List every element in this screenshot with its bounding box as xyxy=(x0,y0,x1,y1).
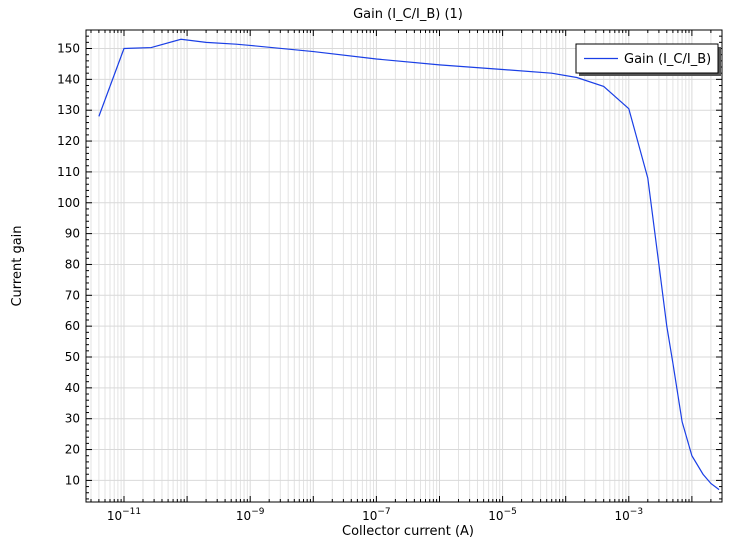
y-tick-label: 20 xyxy=(65,443,80,457)
y-tick-label: 70 xyxy=(65,288,80,302)
y-tick-label: 50 xyxy=(65,350,80,364)
legend-label: Gain (I_C/I_B) xyxy=(624,52,711,67)
y-tick-label: 80 xyxy=(65,257,80,271)
legend: Gain (I_C/I_B) xyxy=(575,43,721,76)
grid-layer xyxy=(86,30,723,502)
y-tick-label: 140 xyxy=(57,72,80,86)
x-tick-label: 10−7 xyxy=(362,507,391,523)
y-tick-label: 150 xyxy=(57,42,80,56)
x-axis-title: Collector current (A) xyxy=(342,524,474,539)
series-layer xyxy=(98,38,720,491)
y-tick-label: 60 xyxy=(65,319,80,333)
y-tick-label: 130 xyxy=(57,103,80,117)
chart-title: Gain (I_C/I_B) (1) xyxy=(353,7,463,22)
gain-series-line xyxy=(98,38,720,491)
x-tick-label: 10−11 xyxy=(107,507,141,523)
plot-frame xyxy=(85,29,723,503)
tick-labels: 10 20 30 40 50 60 70 80 90 100 110 120 130 140 150 10−1… xyxy=(57,42,643,523)
y-tick-label: 10 xyxy=(65,473,80,487)
y-axis-title: Current gain xyxy=(10,225,25,306)
y-tick-label: 110 xyxy=(57,165,80,179)
x-tick-label: 10−3 xyxy=(615,507,644,523)
y-tick-label: 100 xyxy=(57,196,80,210)
y-tick-label: 30 xyxy=(65,412,80,426)
y-tick-label: 40 xyxy=(65,381,80,395)
y-tick-label: 120 xyxy=(57,134,80,148)
x-tick-label: 10−9 xyxy=(236,507,265,523)
y-tick-label: 90 xyxy=(65,227,80,241)
x-tick-label: 10−5 xyxy=(488,507,517,523)
